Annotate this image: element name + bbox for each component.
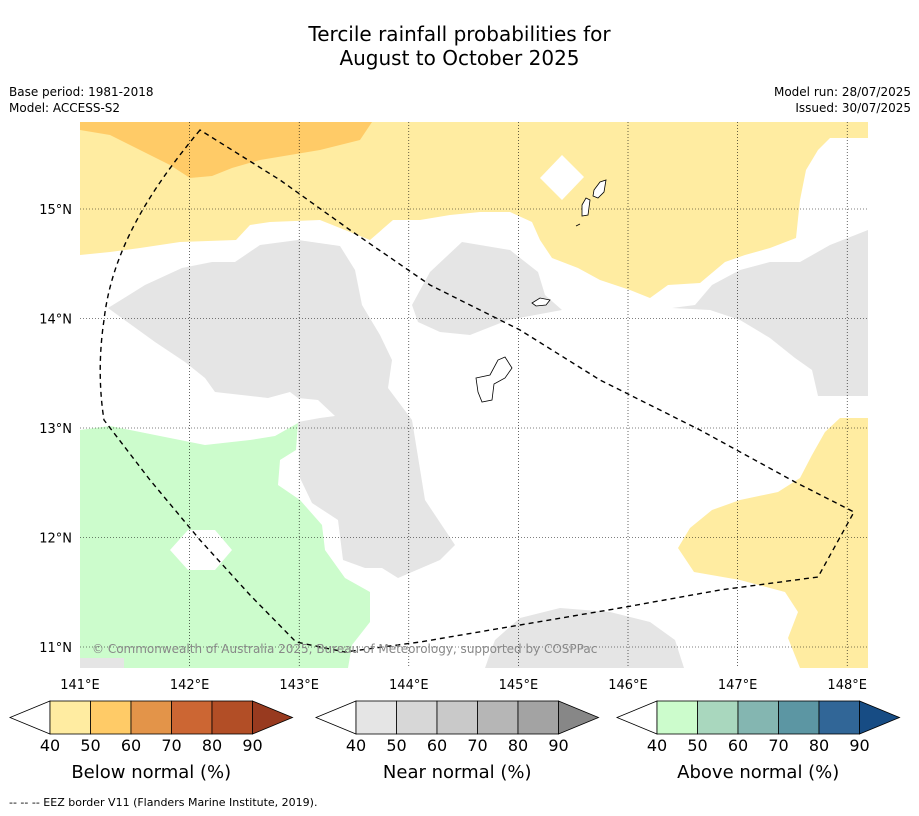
near-normal-east-region: [672, 230, 868, 396]
legend-swatch: [355, 700, 397, 735]
near-normal-center-region: [412, 242, 562, 335]
title-line-1: Tercile rainfall probabilities for: [308, 22, 611, 46]
legend-swatch: [396, 700, 438, 735]
copyright-text: © Commonwealth of Australia 2025, Bureau…: [92, 642, 597, 656]
legend-tick-label: 70: [161, 736, 181, 755]
legend-tick-label: 40: [40, 736, 60, 755]
legend-swatch: [558, 700, 600, 735]
legend-swatch: [252, 700, 294, 735]
probability-map: [80, 122, 868, 668]
legend-swatch: [211, 700, 253, 735]
legend-swatch: [171, 700, 213, 735]
legend-colorbar: 40 50 60 70 80 90 Near normal (%): [314, 700, 600, 783]
map-title: Tercile rainfall probabilities for Augus…: [0, 22, 919, 70]
axis-labels: 141°E 142°E 143°E 144°E 145°E 146°E 147°E 148°E…: [39, 203, 867, 693]
lon-tick-label: 147°E: [718, 678, 758, 693]
legend-swatch: [130, 700, 172, 735]
legend-swatch: [49, 700, 91, 735]
legend-swatch: [778, 700, 820, 735]
guam-island-outline: [475, 356, 513, 403]
below-normal-east-region: [678, 418, 868, 668]
eez-border-line: [99, 129, 855, 653]
legend-swatch: [818, 700, 860, 735]
aguijan-island-outline: [575, 223, 581, 227]
legend-tick-label: 60: [427, 736, 447, 755]
gridlines: [80, 122, 868, 668]
legend-tick-label: 70: [768, 736, 788, 755]
lon-tick-label: 145°E: [499, 678, 539, 693]
legend-swatch: [656, 700, 698, 735]
legend-tick-label: 90: [242, 736, 262, 755]
eez-footnote: -- -- -- EEZ border V11 (Flanders Marine…: [9, 796, 318, 809]
legend-tick-label: 80: [809, 736, 829, 755]
legend-title: Below normal (%): [71, 762, 231, 783]
rota-island-outline: [531, 297, 551, 307]
legend-swatch: [90, 700, 132, 735]
lon-tick-label: 144°E: [389, 678, 429, 693]
legend-tick-label: 70: [467, 736, 487, 755]
lat-tick-label: 13°N: [39, 422, 72, 437]
legend-tick-label: 60: [728, 736, 748, 755]
legend-swatch: [477, 700, 519, 735]
legend-tick-label: 90: [849, 736, 869, 755]
legend-tick-label: 40: [346, 736, 366, 755]
legend-title: Above normal (%): [677, 762, 839, 783]
legend-swatch: [314, 700, 357, 735]
base-period: Base period: 1981-2018: [9, 85, 154, 99]
lon-tick-label: 141°E: [60, 678, 100, 693]
legend-tick-label: 50: [80, 736, 100, 755]
legend-colorbar: 40 50 60 70 80 90 Above normal (%): [615, 700, 901, 783]
lon-tick-label: 146°E: [608, 678, 648, 693]
meta-left: Base period: 1981-2018 Model: ACCESS-S2: [9, 84, 154, 116]
legend-tick-label: 90: [548, 736, 568, 755]
legend-swatch: [8, 700, 51, 735]
legend-colorbar: 40 50 60 70 80 90 Below normal (%): [8, 700, 294, 783]
lon-tick-label: 143°E: [279, 678, 319, 693]
legend-swatch: [859, 700, 901, 735]
tinian-saipan-island-outline: [581, 179, 607, 217]
legend-tick-label: 50: [386, 736, 406, 755]
meta-right: Model run: 28/07/2025 Issued: 30/07/2025: [774, 84, 911, 116]
legend-tick-label: 40: [647, 736, 667, 755]
legends: 40 50 60 70 80 90 Below normal (%) 40 50 60 70 80 90…: [8, 700, 901, 783]
near-normal-southwest-patch: [80, 658, 124, 668]
legend-swatch: [737, 700, 779, 735]
legend-tick-label: 80: [508, 736, 528, 755]
legend-swatch: [517, 700, 559, 735]
white-patch-north: [540, 155, 584, 200]
near-normal-west-region: [108, 240, 455, 578]
lat-tick-label: 15°N: [39, 203, 72, 218]
legend-tick-label: 50: [687, 736, 707, 755]
title-line-2: August to October 2025: [339, 46, 580, 70]
white-patch-southwest: [170, 530, 232, 570]
lat-tick-label: 14°N: [39, 313, 72, 328]
below-normal-40-50-region: [80, 122, 868, 298]
lon-tick-label: 148°E: [827, 678, 867, 693]
legend-swatch: [697, 700, 739, 735]
legend-swatch: [615, 700, 658, 735]
lat-tick-label: 11°N: [39, 641, 72, 656]
model-name: Model: ACCESS-S2: [9, 101, 121, 115]
legend-swatch: [436, 700, 478, 735]
lon-tick-label: 142°E: [170, 678, 210, 693]
legend-tick-label: 60: [121, 736, 141, 755]
lat-tick-label: 12°N: [39, 532, 72, 547]
legend-title: Near normal (%): [383, 762, 532, 783]
near-normal-south-region: [485, 608, 684, 668]
issued-date: Issued: 30/07/2025: [795, 101, 911, 115]
legend-tick-label: 80: [202, 736, 222, 755]
model-run: Model run: 28/07/2025: [773, 85, 911, 99]
below-normal-50-60-region: [80, 122, 372, 178]
